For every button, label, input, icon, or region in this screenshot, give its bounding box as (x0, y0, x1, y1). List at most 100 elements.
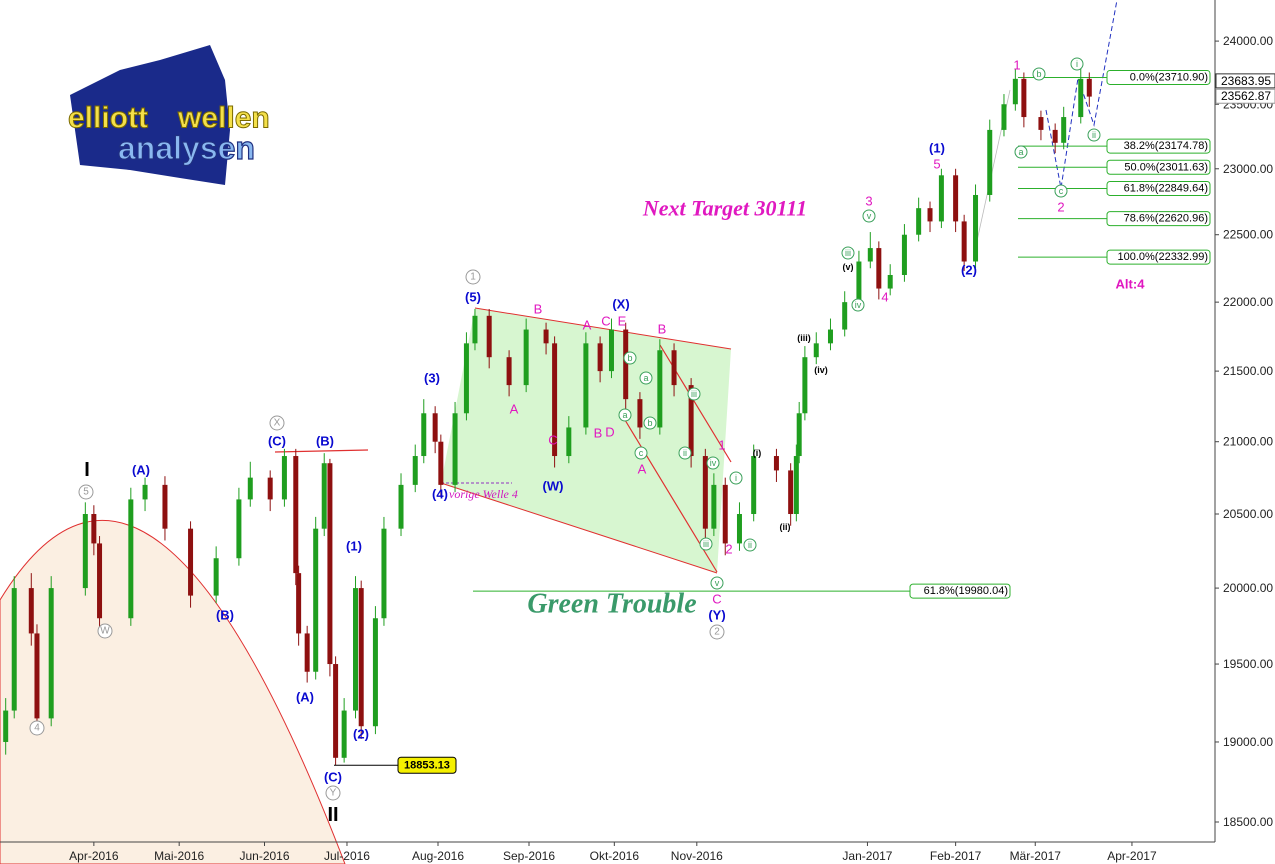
wave-label: D (605, 425, 614, 440)
y-tick-label: 23000.00 (1223, 162, 1273, 176)
candle-body (34, 633, 40, 719)
wave-label: 4 (881, 290, 888, 305)
wave-arc (0, 519, 346, 864)
wave-label: (1) (346, 539, 362, 554)
y-tick-label: 20000.00 (1223, 581, 1273, 595)
resistance-line (274, 449, 369, 453)
wave-label: (A) (296, 690, 314, 705)
wave-label: ii (748, 540, 752, 550)
price-marker-box (1215, 73, 1275, 89)
candle-body (267, 477, 273, 500)
wave-label: i (1076, 59, 1078, 69)
wave-label: 1 (1013, 58, 1020, 73)
candle-body (702, 456, 708, 529)
candle-body (472, 315, 478, 344)
wave-label: C (548, 433, 557, 448)
wave-circle (709, 624, 725, 640)
wave-label: a (622, 410, 627, 420)
x-tick-label: Feb-2017 (930, 849, 982, 863)
wave-label: (B) (316, 434, 334, 449)
wave-circle (1032, 67, 1046, 81)
candle-body (802, 357, 808, 414)
candle-body (1052, 129, 1058, 143)
wave-label: (2) (961, 263, 977, 278)
candle-body (341, 710, 347, 758)
candle-body (751, 456, 757, 515)
candle-body (773, 456, 779, 471)
wave-label: 1 (718, 438, 725, 453)
fib-label-box (1106, 180, 1211, 196)
wave-circle (29, 720, 45, 736)
x-tick-label: Apr-2016 (69, 849, 119, 863)
wave-circle (97, 623, 113, 639)
wave-label: iii (703, 539, 709, 549)
wave-circle (862, 209, 876, 223)
candle-body (813, 343, 819, 358)
wave-label: a (643, 373, 648, 383)
wave-label: (B) (216, 608, 234, 623)
wave-label: b (627, 353, 632, 363)
candle-body (1086, 78, 1092, 97)
wave-label: (i) (753, 448, 762, 458)
candle-body (1038, 117, 1044, 130)
wave-label: (3) (424, 371, 440, 386)
x-tick-label: Jul-2016 (324, 849, 370, 863)
wave-label: 2 (725, 542, 732, 557)
wave-circle (623, 351, 637, 365)
x-tick-label: Jan-2017 (842, 849, 892, 863)
candle-body (887, 274, 893, 289)
wave-label: iii (691, 389, 697, 399)
fib-label: 50.0%(23011.63) (1124, 161, 1208, 173)
wave-label: (iv) (814, 365, 828, 375)
wave-circle (78, 484, 94, 500)
candle-body (901, 234, 907, 275)
candle-body (608, 329, 614, 372)
y-tick-label: 24000.00 (1223, 34, 1273, 48)
support-label-box (909, 583, 1011, 599)
fib-label: 38.2%(23174.78) (1124, 140, 1208, 152)
fib-label: 0.0%(23710.90) (1130, 71, 1208, 83)
candle-body (91, 514, 97, 544)
candle-body (583, 343, 589, 428)
candle-body (162, 484, 168, 529)
candle-body (711, 484, 717, 529)
candle-body (247, 477, 253, 500)
wave-label: (1) (929, 141, 945, 156)
wave-label: 2 (714, 627, 720, 638)
x-tick-label: Mai-2016 (154, 849, 204, 863)
candle-body (128, 499, 134, 619)
wave-label: iv (855, 300, 862, 310)
x-tick-label: Jun-2016 (239, 849, 289, 863)
y-tick-label: 22000.00 (1223, 295, 1273, 309)
wave-label: A (510, 402, 519, 417)
candle-body (381, 528, 387, 619)
candle-body (358, 588, 364, 727)
candle-body (142, 484, 148, 500)
wave-label: 4 (34, 723, 40, 734)
candle-body (213, 558, 219, 596)
candle-body (637, 399, 643, 428)
candle-body (1078, 78, 1084, 118)
y-tick-label: 22500.00 (1223, 228, 1273, 242)
x-tick-label: Okt-2016 (590, 849, 640, 863)
wave-circle (643, 416, 657, 430)
wave-label: Green Trouble (527, 589, 696, 620)
fib-label: 61.8%(22849.64) (1124, 182, 1208, 194)
candle-body (304, 633, 310, 672)
logo-text: analysen (118, 130, 255, 166)
channel-bottom (440, 482, 718, 574)
wave-label: Next Target 30111 (642, 196, 807, 221)
wave-label: (Y) (708, 608, 725, 623)
wave-circle (729, 471, 743, 485)
candle-body (421, 413, 427, 457)
candle-body (11, 588, 17, 711)
wave-label: (C) (268, 434, 286, 449)
x-tick-label: Apr-2017 (1107, 849, 1157, 863)
wave-label: II (327, 804, 338, 826)
fib-label-box (1106, 249, 1211, 265)
wave-label: 1 (470, 272, 476, 283)
candle-body (722, 484, 728, 544)
wave-circle (706, 456, 720, 470)
candle-body (688, 385, 694, 457)
candle-body (438, 441, 444, 485)
